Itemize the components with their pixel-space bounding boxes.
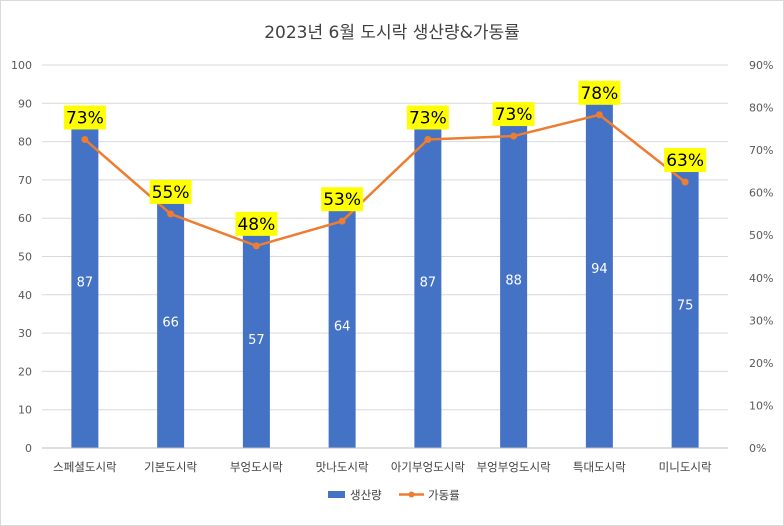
bar [328,202,356,448]
bar-data-label: 88 [505,273,522,288]
y2-tick-label: 70% [749,144,773,157]
legend-label-line: 가동률 [428,488,460,502]
line-point [81,135,89,143]
y-tick-label: 10 [18,404,32,417]
line-data-label-bg [492,102,535,127]
y2-tick-label: 80% [749,102,773,115]
line-data-label-bg [149,179,192,204]
line-point [510,132,518,140]
line-data-label-bg [63,105,106,130]
y-tick-label: 70 [18,174,32,187]
line-data-label: 55% [152,183,190,203]
bar [71,114,99,448]
y2-tick-label: 0% [749,442,766,455]
y2-tick-label: 90% [749,59,773,72]
line-data-label-bg [406,105,449,130]
line-point [681,178,689,186]
legend-swatch-marker [408,491,415,498]
bar-data-label: 94 [591,262,608,277]
bar-data-label: 57 [248,333,265,348]
line-point [167,210,175,218]
x-tick-label: 특대도시락 [573,460,626,474]
line-data-label-bg [321,187,364,212]
x-tick-label: 아기부엉도시락 [391,460,465,474]
bar [500,110,528,449]
bar-data-label: 87 [420,275,437,290]
y-tick-label: 80 [18,136,32,149]
line-data-label: 78% [580,84,618,104]
bar [157,195,185,448]
y-tick-label: 60 [18,212,32,225]
line-data-label: 73% [409,108,447,128]
bar-data-label: 75 [677,298,694,313]
line-data-label: 73% [495,105,533,125]
y2-tick-label: 60% [749,187,773,200]
chart-title: 2023년 6월 도시락 생산량&가동률 [264,23,520,43]
y2-tick-label: 40% [749,272,773,285]
bar [585,87,613,448]
gridlines [42,64,728,449]
y-tick-label: 50 [18,251,32,264]
legend-label-bar: 생산량 [350,488,382,502]
legend: 생산량 가동률 [328,488,460,502]
bar-series: 87 66 57 64 87 88 94 75 [71,87,699,449]
x-tick-label: 기본도시락 [144,460,197,474]
y2-tick-label: 50% [749,229,773,242]
line-data-label: 53% [323,190,361,210]
line-data-label: 63% [666,151,704,171]
line-point [424,135,432,143]
bar-data-label: 87 [77,275,94,290]
y-tick-label: 0 [25,442,32,455]
y-tick-label: 90 [18,97,32,110]
bar [414,114,442,448]
legend-swatch-bar [328,491,345,498]
line-data-label: 48% [237,215,275,235]
x-tick-label: 부엉부엉도시락 [477,460,551,474]
bar [671,160,699,448]
y-tick-label: 20 [18,365,32,378]
y-tick-label: 30 [18,327,32,340]
y-axis-left: 0 10 20 30 40 50 60 70 80 90 100 [11,59,32,455]
line-path [84,113,686,248]
line-data-label: 73% [66,108,104,128]
line-point [338,217,346,225]
y-tick-label: 100 [11,59,32,72]
line-point [595,111,603,119]
x-tick-label: 부엉도시락 [230,460,283,474]
y2-tick-label: 10% [749,399,773,412]
line-data-label-bg [664,148,707,173]
bar-data-label: 64 [334,319,351,334]
line-data-label-bg [235,211,278,236]
line-point [252,242,260,250]
y-axis-right: 0% 10% 20% 30% 40% 50% 60% 70% 80% 90% [749,59,773,455]
line-series: 73% 55% 48% 53% 73% 73% 78% 63% [63,80,707,250]
line-data-label-bg [578,80,621,105]
y-tick-label: 40 [18,289,32,302]
x-tick-label: 스페셜도시락 [53,460,117,474]
y2-tick-label: 30% [749,314,773,327]
bar [242,229,270,448]
x-tick-label: 맛나도시락 [316,460,369,474]
x-tick-label: 미니도시락 [659,460,712,474]
y2-tick-label: 20% [749,357,773,370]
bar-data-label: 66 [162,316,179,331]
x-axis: 스페셜도시락 기본도시락 부엉도시락 맛나도시락 아기부엉도시락 부엉부엉도시락 특대도시락… [42,447,728,474]
